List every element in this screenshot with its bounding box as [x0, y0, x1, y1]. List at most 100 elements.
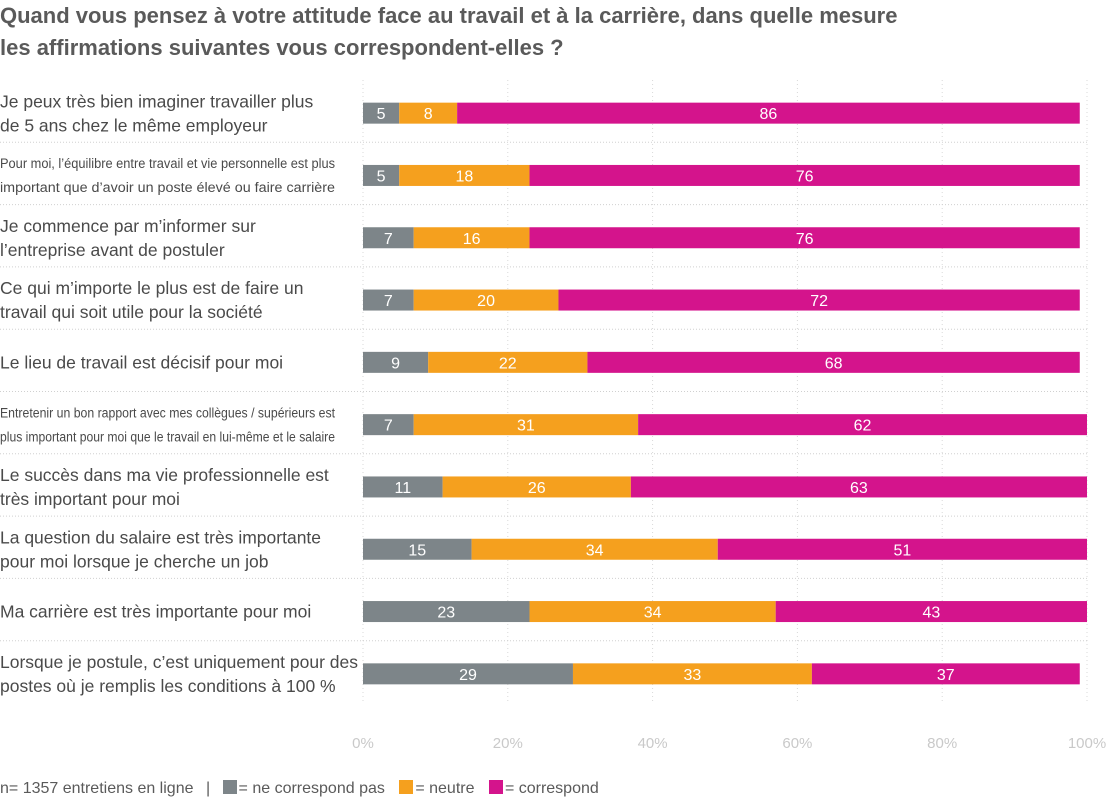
- bar-value-label: 7: [384, 231, 393, 248]
- category-label: Entretenir un bon rapport avec mes collè…: [0, 405, 335, 420]
- bar-segment: [775, 601, 1087, 623]
- bar-value-label: 29: [459, 667, 477, 684]
- chart-title-line-1: Quand vous pensez à votre attitude face …: [0, 3, 898, 28]
- legend-label-correspond: = correspond: [504, 780, 599, 797]
- bar-segment: [529, 164, 1080, 186]
- bar-value-label: 5: [377, 106, 386, 123]
- bar-segment: [529, 601, 776, 623]
- bar-value-label: 62: [854, 418, 872, 435]
- legend-separator: |: [205, 780, 211, 797]
- bar-segment: [717, 538, 1087, 560]
- x-tick-label: 40%: [638, 735, 668, 752]
- bar-value-label: 8: [424, 106, 433, 123]
- bar-value-label: 7: [384, 418, 393, 435]
- category-label: La question du salaire est très importan…: [0, 527, 321, 547]
- bar-value-label: 43: [922, 605, 940, 622]
- bar-value-label: 22: [499, 355, 517, 372]
- bar-value-label: 5: [377, 168, 386, 185]
- bar-segment: [638, 414, 1087, 436]
- bar-segment: [363, 351, 429, 373]
- bar-segment: [363, 227, 414, 249]
- legend-item-neutre: = neutre: [399, 780, 479, 797]
- bar-value-label: 76: [796, 168, 814, 185]
- chart-title: Quand vous pensez à votre attitude face …: [0, 0, 1100, 64]
- x-tick-label: 20%: [493, 735, 523, 752]
- legend-item-correspond: = correspond: [488, 780, 599, 797]
- bar-segment: [363, 289, 414, 311]
- bar-value-label: 26: [528, 480, 546, 497]
- bar-value-label: 11: [395, 480, 412, 497]
- bar-value-label: 51: [893, 542, 911, 559]
- legend-swatch-correspond: [488, 780, 503, 794]
- bar-segment: [811, 663, 1080, 685]
- category-label: l’entreprise avant de postuler: [0, 240, 225, 260]
- x-tick-label: 100%: [1068, 735, 1106, 752]
- category-label: plus important pour moi que le travail e…: [0, 429, 335, 444]
- bar-value-label: 68: [825, 355, 843, 372]
- bar-segment: [363, 601, 530, 623]
- bar-value-label: 31: [517, 418, 535, 435]
- bar-value-label: 16: [463, 231, 481, 248]
- stacked-bar-chart: 0% 20% 40% 60% 80% 100% Je peux très bien imag…: [0, 80, 1106, 752]
- sample-size-note: n= 1357 entretiens en ligne: [0, 780, 194, 797]
- legend-label-neutre: = neutre: [415, 780, 475, 797]
- bar-segment: [529, 227, 1080, 249]
- bar-value-label: 86: [760, 106, 778, 123]
- bar-value-label: 37: [937, 667, 955, 684]
- category-label: très important pour moi: [0, 489, 180, 509]
- category-label: Je peux très bien imaginer travailler pl…: [0, 91, 313, 111]
- legend: n= 1357 entretiens en ligne | = ne corre…: [0, 778, 609, 800]
- chart-title-line-2: les affirmations suivantes vous correspo…: [0, 35, 564, 60]
- category-label: pour moi lorsque je cherche un job: [0, 551, 269, 571]
- bar-segment: [399, 102, 458, 124]
- bar-segment: [363, 476, 443, 498]
- bar-value-label: 9: [391, 355, 400, 372]
- bar-segment: [363, 164, 400, 186]
- bar-segment: [399, 164, 530, 186]
- legend-item-ne-correspond-pas: = ne correspond pas: [222, 780, 390, 797]
- bar-segment: [558, 289, 1080, 311]
- category-label: Ce qui m’importe le plus est de faire un: [0, 278, 303, 298]
- bar-value-label: 7: [384, 293, 393, 310]
- bar-value-label: 76: [796, 231, 814, 248]
- bar-segment: [471, 538, 718, 560]
- category-label: Le succès dans ma vie professionnelle es…: [0, 465, 329, 485]
- bar-segment: [363, 538, 472, 560]
- x-tick-label: 60%: [782, 735, 812, 752]
- bar-segment: [363, 663, 573, 685]
- bar-value-label: 34: [644, 605, 662, 622]
- legend-swatch-ne-correspond-pas: [222, 780, 237, 794]
- category-label: postes où je remplis les conditions à 10…: [0, 676, 336, 696]
- category-label: Pour moi, l’équilibre entre travail et v…: [0, 156, 335, 171]
- category-label: Lorsque je postule, c’est uniquement pou…: [0, 652, 358, 672]
- bar-segment: [413, 227, 530, 249]
- category-label: Ma carrière est très importante pour moi: [0, 602, 311, 622]
- category-label: important que d’avoir un poste élevé ou …: [0, 180, 335, 195]
- bar-value-label: 18: [455, 168, 473, 185]
- bar-value-label: 33: [684, 667, 702, 684]
- bar-segment: [572, 663, 812, 685]
- bar-segment: [413, 289, 559, 311]
- x-tick-label: 0%: [352, 735, 374, 752]
- x-tick-label: 80%: [927, 735, 957, 752]
- bar-segment: [442, 476, 631, 498]
- legend-swatch-neutre: [399, 780, 414, 794]
- bar-segment: [587, 351, 1080, 373]
- legend-label-ne-correspond-pas: = ne correspond pas: [238, 780, 385, 797]
- category-label: Je commence par m’informer sur: [0, 216, 256, 236]
- category-label: de 5 ans chez le même employeur: [0, 115, 268, 135]
- bar-value-label: 34: [586, 542, 604, 559]
- bar-value-label: 72: [810, 293, 828, 310]
- bar-segment: [413, 414, 639, 436]
- category-label: travail qui soit utile pour la société: [0, 302, 263, 322]
- bar-value-label: 15: [408, 542, 426, 559]
- bar-value-label: 23: [437, 605, 455, 622]
- bar-segment: [428, 351, 588, 373]
- bar-value-label: 20: [477, 293, 495, 310]
- bar-segment: [630, 476, 1087, 498]
- category-label: Le lieu de travail est décisif pour moi: [0, 352, 283, 372]
- bar-value-label: 63: [850, 480, 868, 497]
- bar-segment: [363, 102, 400, 124]
- bar-segment: [457, 102, 1080, 124]
- bar-segment: [363, 414, 414, 436]
